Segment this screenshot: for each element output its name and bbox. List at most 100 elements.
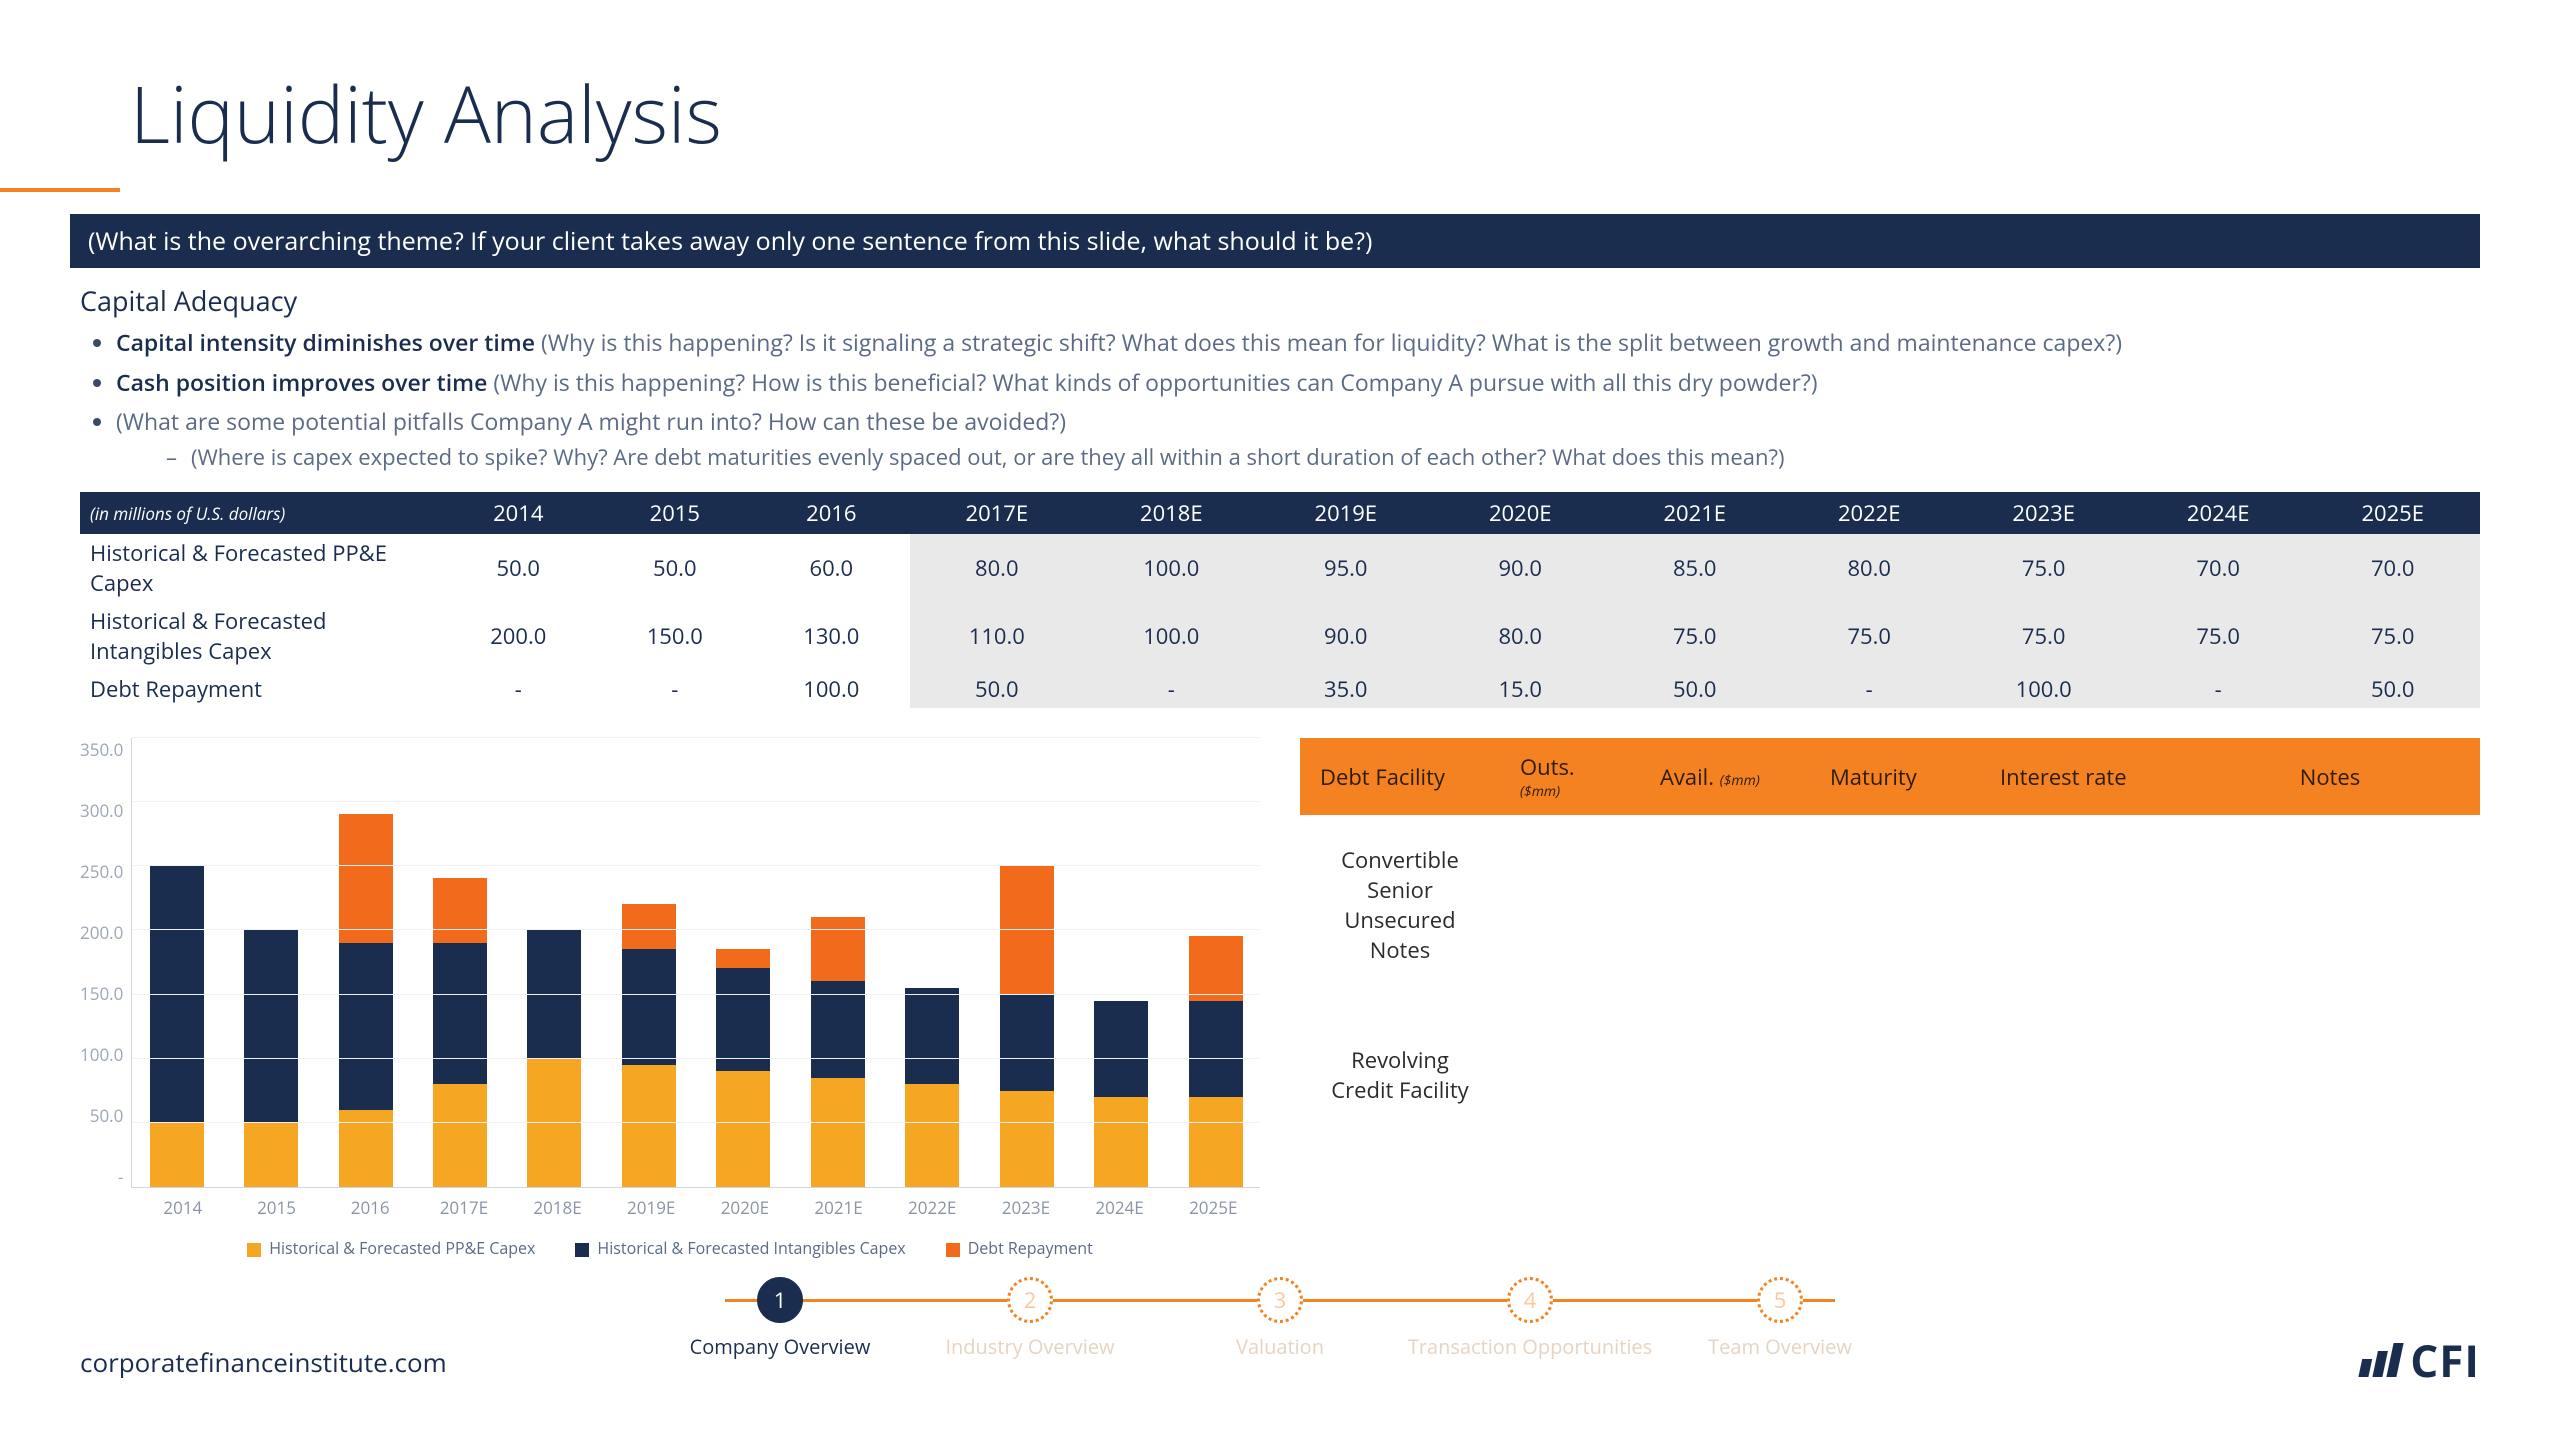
section-subhead: Capital Adequacy	[80, 282, 2480, 319]
debt-col-facility: Debt Facility	[1320, 762, 1520, 792]
bar-column	[898, 988, 966, 1187]
legend-swatch	[247, 1243, 261, 1257]
table-cell: 75.0	[2131, 602, 2305, 670]
x-tick-label: 2024E	[1073, 1196, 1167, 1219]
stepper-circle: 3	[1257, 1277, 1303, 1323]
bar-segment	[622, 1065, 676, 1187]
y-tick-label: 200.0	[80, 921, 123, 944]
debt-row: Revolving Credit Facility	[1300, 995, 1500, 1135]
bar-segment	[1000, 994, 1054, 1090]
table-cell: -	[1782, 670, 1956, 708]
table-year-header: 2021E	[1607, 492, 1781, 534]
table-cell: 130.0	[753, 602, 910, 670]
gridline	[132, 801, 1260, 802]
gridline	[132, 737, 1260, 738]
capex-table: (in millions of U.S. dollars)20142015201…	[80, 492, 2480, 708]
bar-segment	[811, 1078, 865, 1187]
bar-column	[1087, 1001, 1155, 1187]
gridline	[132, 994, 1260, 995]
debt-col-outs: Outs.($mm)	[1520, 752, 1660, 801]
table-cell: -	[440, 670, 597, 708]
x-tick-label: 2019E	[604, 1196, 698, 1219]
bullet-list: Capital intensity diminishes over time (…	[116, 325, 2480, 474]
stepper-step[interactable]: 5 Team Overview	[1655, 1277, 1905, 1360]
bar-column	[331, 814, 399, 1187]
bar-column	[142, 866, 210, 1187]
x-tick-label: 2022E	[885, 1196, 979, 1219]
x-tick-label: 2025E	[1166, 1196, 1260, 1219]
stepper-label: Valuation	[1236, 1333, 1324, 1360]
bar-segment	[1000, 1091, 1054, 1187]
stepper-step[interactable]: 1 Company Overview	[655, 1277, 905, 1360]
bullet-paren: (What are some potential pitfalls Compan…	[116, 405, 1066, 437]
bar-column	[426, 878, 494, 1187]
gridline	[132, 1122, 1260, 1123]
stepper-step[interactable]: 3 Valuation	[1155, 1277, 1405, 1360]
bar-segment	[1189, 936, 1243, 1000]
bar-segment	[1094, 1097, 1148, 1187]
bullet-lead: Cash position improves over time	[116, 366, 487, 398]
table-cell: 60.0	[753, 534, 910, 602]
cfi-bars-icon	[2359, 1343, 2404, 1377]
bar-segment	[150, 1123, 204, 1187]
table-cell: 90.0	[1259, 602, 1433, 670]
stepper-step[interactable]: 2 Industry Overview	[905, 1277, 1155, 1360]
x-tick-label: 2020E	[698, 1196, 792, 1219]
stepper-circle: 1	[757, 1277, 803, 1323]
bar-segment	[716, 968, 770, 1071]
x-tick-label: 2015	[230, 1196, 324, 1219]
table-cell: -	[2131, 670, 2305, 708]
bullet-item: Cash position improves over time (Why is…	[116, 365, 2480, 401]
table-cell: 50.0	[1607, 670, 1781, 708]
legend-item: Historical & Forecasted PP&E Capex	[247, 1237, 535, 1259]
debt-facility-panel: Debt Facility Outs.($mm) Avail. ($mm) Ma…	[1300, 738, 2480, 1135]
stepper-circle: 2	[1007, 1277, 1053, 1323]
table-cell: 150.0	[597, 602, 754, 670]
bar-column	[804, 917, 872, 1187]
bar-segment	[1189, 1001, 1243, 1097]
x-tick-label: 2023E	[979, 1196, 1073, 1219]
debt-col-notes: Notes	[2200, 762, 2460, 792]
bar-segment	[339, 943, 393, 1110]
bar-segment	[905, 988, 959, 1084]
debt-col-maturity: Maturity	[1830, 762, 2000, 792]
table-cell: 200.0	[440, 602, 597, 670]
chart-plot	[131, 738, 1260, 1188]
stepper-label: Company Overview	[690, 1333, 871, 1360]
gridline	[132, 929, 1260, 930]
stepper-circle: 4	[1507, 1277, 1553, 1323]
stepper-label: Industry Overview	[945, 1333, 1114, 1360]
y-tick-label: 250.0	[80, 860, 123, 883]
table-year-header: 2014	[440, 492, 597, 534]
bar-segment	[905, 1084, 959, 1187]
chart-y-axis: 350.0300.0250.0200.0150.0100.050.0-	[80, 738, 131, 1188]
gridline	[132, 865, 1260, 866]
stepper-label: Team Overview	[1708, 1333, 1852, 1360]
stepper-circle: 5	[1757, 1277, 1803, 1323]
debt-col-rate: Interest rate	[2000, 762, 2200, 792]
table-cell: 110.0	[910, 602, 1084, 670]
y-tick-label: 150.0	[80, 982, 123, 1005]
x-tick-label: 2018E	[511, 1196, 605, 1219]
table-cell: 75.0	[2305, 602, 2480, 670]
table-row: Historical & Forecasted PP&E Capex50.050…	[80, 534, 2480, 602]
bar-column	[993, 866, 1061, 1187]
legend-item: Debt Repayment	[946, 1237, 1093, 1259]
bar-column	[709, 949, 777, 1187]
bar-segment	[433, 943, 487, 1084]
legend-item: Historical & Forecasted Intangibles Cape…	[575, 1237, 905, 1259]
table-cell: 90.0	[1433, 534, 1607, 602]
table-cell: 50.0	[440, 534, 597, 602]
stepper-step[interactable]: 4Transaction Opportunities	[1405, 1277, 1655, 1360]
bullet-paren: (Why is this happening? Is it signaling …	[541, 326, 2122, 358]
capex-chart: 350.0300.0250.0200.0150.0100.050.0- 2014…	[80, 738, 1260, 1259]
legend-swatch	[946, 1243, 960, 1257]
page-title: Liquidity Analysis	[130, 60, 2480, 166]
bar-segment	[433, 878, 487, 942]
y-tick-label: 50.0	[90, 1104, 124, 1127]
table-cell: 75.0	[1956, 534, 2130, 602]
y-tick-label: 300.0	[80, 799, 123, 822]
bar-segment	[622, 904, 676, 949]
gridline	[132, 1058, 1260, 1059]
bullet-lead: Capital intensity diminishes over time	[116, 326, 535, 358]
